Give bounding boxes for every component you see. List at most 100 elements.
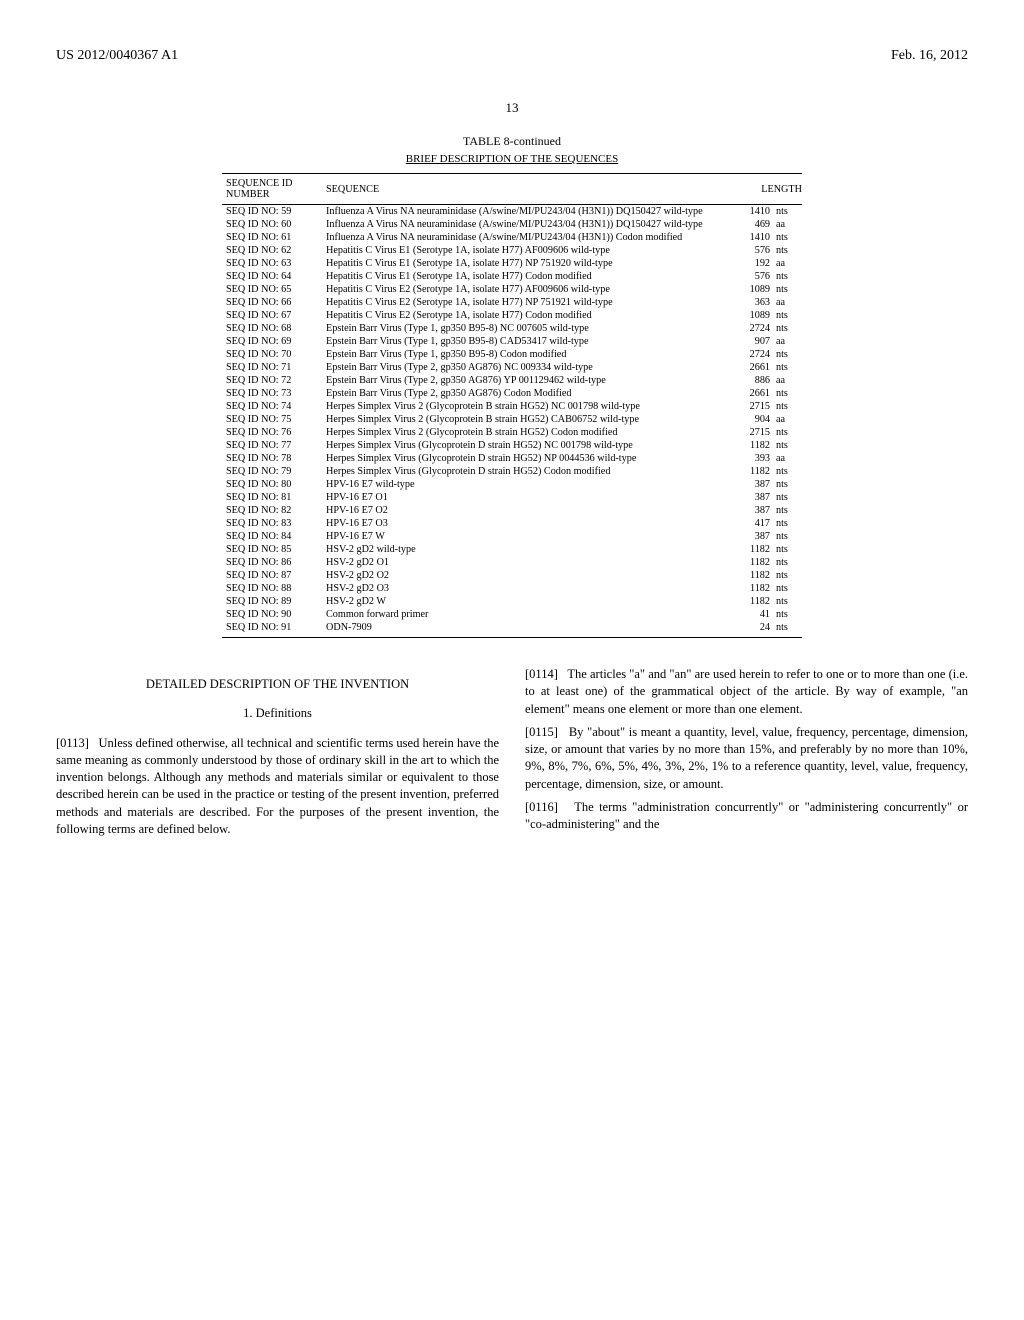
seq-length-cell: 1089	[710, 309, 772, 322]
para-number: [0115]	[525, 725, 558, 739]
paragraph-0115: [0115] By "about" is meant a quantity, l…	[525, 724, 968, 793]
paragraph-0116: [0116] The terms "administration concurr…	[525, 799, 968, 834]
seq-desc-cell: Common forward primer	[322, 608, 710, 621]
seq-unit-cell: nts	[772, 348, 802, 361]
table-row: SEQ ID NO: 61Influenza A Virus NA neuram…	[222, 231, 802, 244]
seq-desc-cell: Herpes Simplex Virus 2 (Glycoprotein B s…	[322, 413, 710, 426]
seq-id-cell: SEQ ID NO: 65	[222, 283, 322, 296]
body-columns: DETAILED DESCRIPTION OF THE INVENTION 1.…	[56, 666, 968, 844]
publication-number: US 2012/0040367 A1	[56, 48, 178, 64]
seq-desc-cell: HSV-2 gD2 wild-type	[322, 543, 710, 556]
seq-desc-cell: HSV-2 gD2 O2	[322, 569, 710, 582]
table-row: SEQ ID NO: 81HPV-16 E7 O1387nts	[222, 491, 802, 504]
seq-desc-cell: HPV-16 E7 O3	[322, 517, 710, 530]
seq-id-cell: SEQ ID NO: 66	[222, 296, 322, 309]
paragraph-0113: [0113] Unless defined otherwise, all tec…	[56, 735, 499, 839]
table-row: SEQ ID NO: 89HSV-2 gD2 W1182nts	[222, 595, 802, 608]
paragraph-0114: [0114] The articles "a" and "an" are use…	[525, 666, 968, 718]
seq-length-cell: 192	[710, 257, 772, 270]
seq-length-cell: 2661	[710, 387, 772, 400]
seq-unit-cell: aa	[772, 452, 802, 465]
seq-unit-cell: aa	[772, 374, 802, 387]
seq-desc-cell: HSV-2 gD2 O3	[322, 582, 710, 595]
seq-desc-cell: Hepatitis C Virus E2 (Serotype 1A, isola…	[322, 309, 710, 322]
col-header-length: LENGTH	[710, 174, 802, 205]
publication-date: Feb. 16, 2012	[891, 48, 968, 64]
seq-length-cell: 387	[710, 530, 772, 543]
seq-unit-cell: aa	[772, 257, 802, 270]
table-row: SEQ ID NO: 82HPV-16 E7 O2387nts	[222, 504, 802, 517]
seq-id-cell: SEQ ID NO: 75	[222, 413, 322, 426]
seq-length-cell: 886	[710, 374, 772, 387]
table-row: SEQ ID NO: 74Herpes Simplex Virus 2 (Gly…	[222, 400, 802, 413]
seq-length-cell: 393	[710, 452, 772, 465]
para-text: Unless defined otherwise, all technical …	[56, 736, 499, 836]
seq-id-cell: SEQ ID NO: 87	[222, 569, 322, 582]
table-row: SEQ ID NO: 85HSV-2 gD2 wild-type1182nts	[222, 543, 802, 556]
seq-desc-cell: Hepatitis C Virus E2 (Serotype 1A, isola…	[322, 283, 710, 296]
seq-unit-cell: nts	[772, 478, 802, 491]
table-row: SEQ ID NO: 86HSV-2 gD2 O11182nts	[222, 556, 802, 569]
seq-unit-cell: nts	[772, 543, 802, 556]
table-row: SEQ ID NO: 78Herpes Simplex Virus (Glyco…	[222, 452, 802, 465]
seq-id-cell: SEQ ID NO: 62	[222, 244, 322, 257]
seq-desc-cell: Herpes Simplex Virus 2 (Glycoprotein B s…	[322, 426, 710, 439]
seq-unit-cell: aa	[772, 218, 802, 231]
seq-unit-cell: nts	[772, 530, 802, 543]
seq-length-cell: 904	[710, 413, 772, 426]
seq-unit-cell: nts	[772, 465, 802, 478]
left-column: DETAILED DESCRIPTION OF THE INVENTION 1.…	[56, 666, 499, 844]
seq-length-cell: 24	[710, 621, 772, 638]
seq-unit-cell: nts	[772, 491, 802, 504]
page-header: US 2012/0040367 A1 Feb. 16, 2012	[56, 48, 968, 64]
seq-unit-cell: nts	[772, 569, 802, 582]
seq-desc-cell: Epstein Barr Virus (Type 2, gp350 AG876)…	[322, 374, 710, 387]
seq-length-cell: 2715	[710, 400, 772, 413]
seq-desc-cell: Epstein Barr Virus (Type 2, gp350 AG876)…	[322, 361, 710, 374]
seq-id-cell: SEQ ID NO: 86	[222, 556, 322, 569]
seq-id-cell: SEQ ID NO: 69	[222, 335, 322, 348]
table-row: SEQ ID NO: 90Common forward primer41nts	[222, 608, 802, 621]
seq-length-cell: 1182	[710, 582, 772, 595]
sub-heading: 1. Definitions	[56, 705, 499, 722]
seq-length-cell: 1410	[710, 205, 772, 219]
seq-length-cell: 1182	[710, 556, 772, 569]
seq-id-cell: SEQ ID NO: 89	[222, 595, 322, 608]
seq-unit-cell: nts	[772, 322, 802, 335]
seq-unit-cell: nts	[772, 231, 802, 244]
seq-desc-cell: Herpes Simplex Virus (Glycoprotein D str…	[322, 465, 710, 478]
seq-desc-cell: Hepatitis C Virus E1 (Serotype 1A, isola…	[322, 257, 710, 270]
page-number: 13	[56, 100, 968, 116]
seq-unit-cell: nts	[772, 426, 802, 439]
seq-unit-cell: nts	[772, 270, 802, 283]
table-row: SEQ ID NO: 84HPV-16 E7 W387nts	[222, 530, 802, 543]
seq-desc-cell: HPV-16 E7 W	[322, 530, 710, 543]
seq-length-cell: 469	[710, 218, 772, 231]
seq-id-cell: SEQ ID NO: 67	[222, 309, 322, 322]
para-text: The articles "a" and "an" are used herei…	[525, 667, 968, 716]
seq-length-cell: 2715	[710, 426, 772, 439]
seq-length-cell: 387	[710, 504, 772, 517]
table-row: SEQ ID NO: 70Epstein Barr Virus (Type 1,…	[222, 348, 802, 361]
table-row: SEQ ID NO: 75Herpes Simplex Virus 2 (Gly…	[222, 413, 802, 426]
seq-unit-cell: nts	[772, 400, 802, 413]
seq-desc-cell: Epstein Barr Virus (Type 1, gp350 B95-8)…	[322, 348, 710, 361]
seq-id-cell: SEQ ID NO: 68	[222, 322, 322, 335]
seq-desc-cell: Herpes Simplex Virus (Glycoprotein D str…	[322, 452, 710, 465]
seq-unit-cell: nts	[772, 621, 802, 638]
seq-desc-cell: HPV-16 E7 O2	[322, 504, 710, 517]
seq-desc-cell: HSV-2 gD2 O1	[322, 556, 710, 569]
seq-id-cell: SEQ ID NO: 85	[222, 543, 322, 556]
seq-desc-cell: Epstein Barr Virus (Type 1, gp350 B95-8)…	[322, 335, 710, 348]
table-row: SEQ ID NO: 65Hepatitis C Virus E2 (Serot…	[222, 283, 802, 296]
seq-id-cell: SEQ ID NO: 83	[222, 517, 322, 530]
seq-length-cell: 576	[710, 270, 772, 283]
table-row: SEQ ID NO: 83HPV-16 E7 O3417nts	[222, 517, 802, 530]
seq-desc-cell: Influenza A Virus NA neuraminidase (A/sw…	[322, 218, 710, 231]
seq-desc-cell: Influenza A Virus NA neuraminidase (A/sw…	[322, 231, 710, 244]
seq-length-cell: 1410	[710, 231, 772, 244]
table-row: SEQ ID NO: 87HSV-2 gD2 O21182nts	[222, 569, 802, 582]
sequence-table-container: TABLE 8-continued BRIEF DESCRIPTION OF T…	[222, 134, 802, 638]
seq-unit-cell: nts	[772, 283, 802, 296]
table-row: SEQ ID NO: 62Hepatitis C Virus E1 (Serot…	[222, 244, 802, 257]
